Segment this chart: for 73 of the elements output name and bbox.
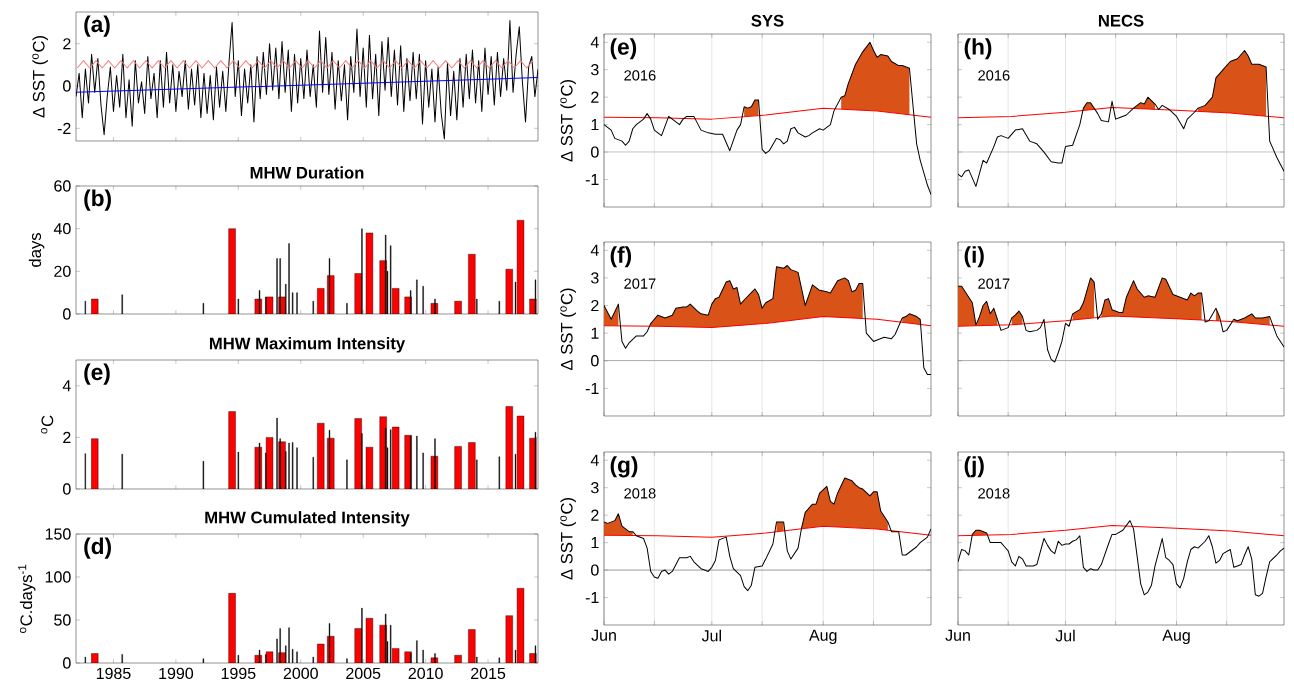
- y-tick-label: 0: [591, 355, 599, 367]
- y-tick-label: -2: [57, 122, 71, 134]
- annotation: (a): [84, 15, 110, 37]
- y-tick-label: -1: [585, 592, 599, 604]
- annotation: (e): [84, 363, 110, 385]
- y-tick-label: 60: [54, 180, 71, 192]
- y-tick-label: 3: [591, 64, 599, 76]
- x-tick-label: 1990: [159, 667, 194, 680]
- y-tick-label: -1: [585, 174, 599, 186]
- x-tick-label: 2000: [283, 667, 318, 680]
- x-tick-label: Aug: [808, 629, 837, 645]
- y-tick-label: 150: [45, 528, 71, 540]
- y-tick-label: 4: [62, 380, 71, 392]
- y-axis-title: Δ SST ($^{o}$C): [560, 79, 576, 162]
- y-axis-title: Δ SST ($^{o}$C): [560, 497, 576, 580]
- y-axis-title: Δ SST ($^{o}$C): [560, 288, 576, 371]
- y-tick-label: 0: [63, 308, 71, 320]
- y-tick-label: 50: [54, 614, 71, 626]
- annotation: 2016: [624, 70, 656, 81]
- x-tick-label: Aug: [1162, 629, 1190, 645]
- chart-title: MHW Maximum Intensity: [209, 337, 406, 353]
- x-tick-label: Jul: [701, 629, 721, 642]
- annotation: 2018: [978, 488, 1010, 499]
- y-tick-label: 1: [591, 537, 599, 549]
- chart-title: SYS: [751, 14, 784, 27]
- y-tick-label: 0: [63, 657, 71, 669]
- y-tick-label: 2: [591, 299, 599, 312]
- y-tick-label: 3: [591, 482, 599, 494]
- y-tick-label: 4: [590, 36, 599, 48]
- chart-title: MHW Duration: [250, 166, 364, 179]
- y-tick-label: 20: [54, 265, 71, 277]
- y-tick-label: 0: [591, 146, 599, 158]
- x-tick-label: 1995: [221, 667, 256, 680]
- annotation: 2018: [624, 488, 656, 499]
- x-tick-label: Jun: [591, 629, 616, 641]
- annotation: 2017: [978, 278, 1010, 289]
- y-tick-label: 40: [53, 223, 71, 235]
- y-tick-label: 0: [591, 564, 599, 576]
- y-tick-label: 2: [591, 509, 599, 521]
- y-axis-title: $^{o}$C: [41, 415, 54, 434]
- annotation: (g): [610, 456, 638, 478]
- y-tick-label: 2: [591, 91, 599, 103]
- chart-title: MHW Cumulated Intensity: [205, 511, 410, 527]
- y-tick-label: 2: [63, 38, 71, 50]
- x-tick-label: 1985: [96, 667, 131, 680]
- annotation: (f): [610, 246, 632, 268]
- annotation: (d): [84, 537, 111, 559]
- x-tick-label: 2015: [471, 667, 506, 680]
- y-tick-label: 1: [591, 119, 599, 131]
- y-tick-label: 0: [63, 80, 71, 92]
- x-tick-label: 2010: [408, 667, 443, 680]
- annotation: (h): [964, 38, 992, 60]
- y-tick-label: 4: [590, 454, 599, 466]
- y-tick-label: 2: [63, 431, 71, 443]
- x-tick-label: 2005: [346, 667, 381, 680]
- y-tick-label: -1: [585, 382, 599, 394]
- annotation: (j): [964, 456, 984, 478]
- x-tick-label: Jul: [1055, 629, 1075, 642]
- y-tick-label: 1: [591, 327, 599, 339]
- y-tick-label: 100: [45, 571, 71, 583]
- y-axis-title: Δ SST ($^{o}$C): [32, 35, 48, 118]
- y-axis-title: $^{o}$C.days$^{-1}$: [18, 564, 36, 634]
- y-tick-label: 4: [590, 244, 599, 256]
- y-axis-title: days: [28, 233, 45, 267]
- y-tick-label: 0: [63, 483, 71, 495]
- annotation: (i): [964, 246, 984, 268]
- annotation: (b): [84, 189, 111, 211]
- annotation: 2017: [624, 278, 656, 289]
- chart-title: NECS: [1098, 14, 1144, 27]
- annotation: 2016: [978, 70, 1010, 81]
- annotation: (e): [610, 38, 637, 60]
- x-tick-label: Jun: [945, 629, 970, 641]
- y-tick-label: 3: [591, 272, 599, 284]
